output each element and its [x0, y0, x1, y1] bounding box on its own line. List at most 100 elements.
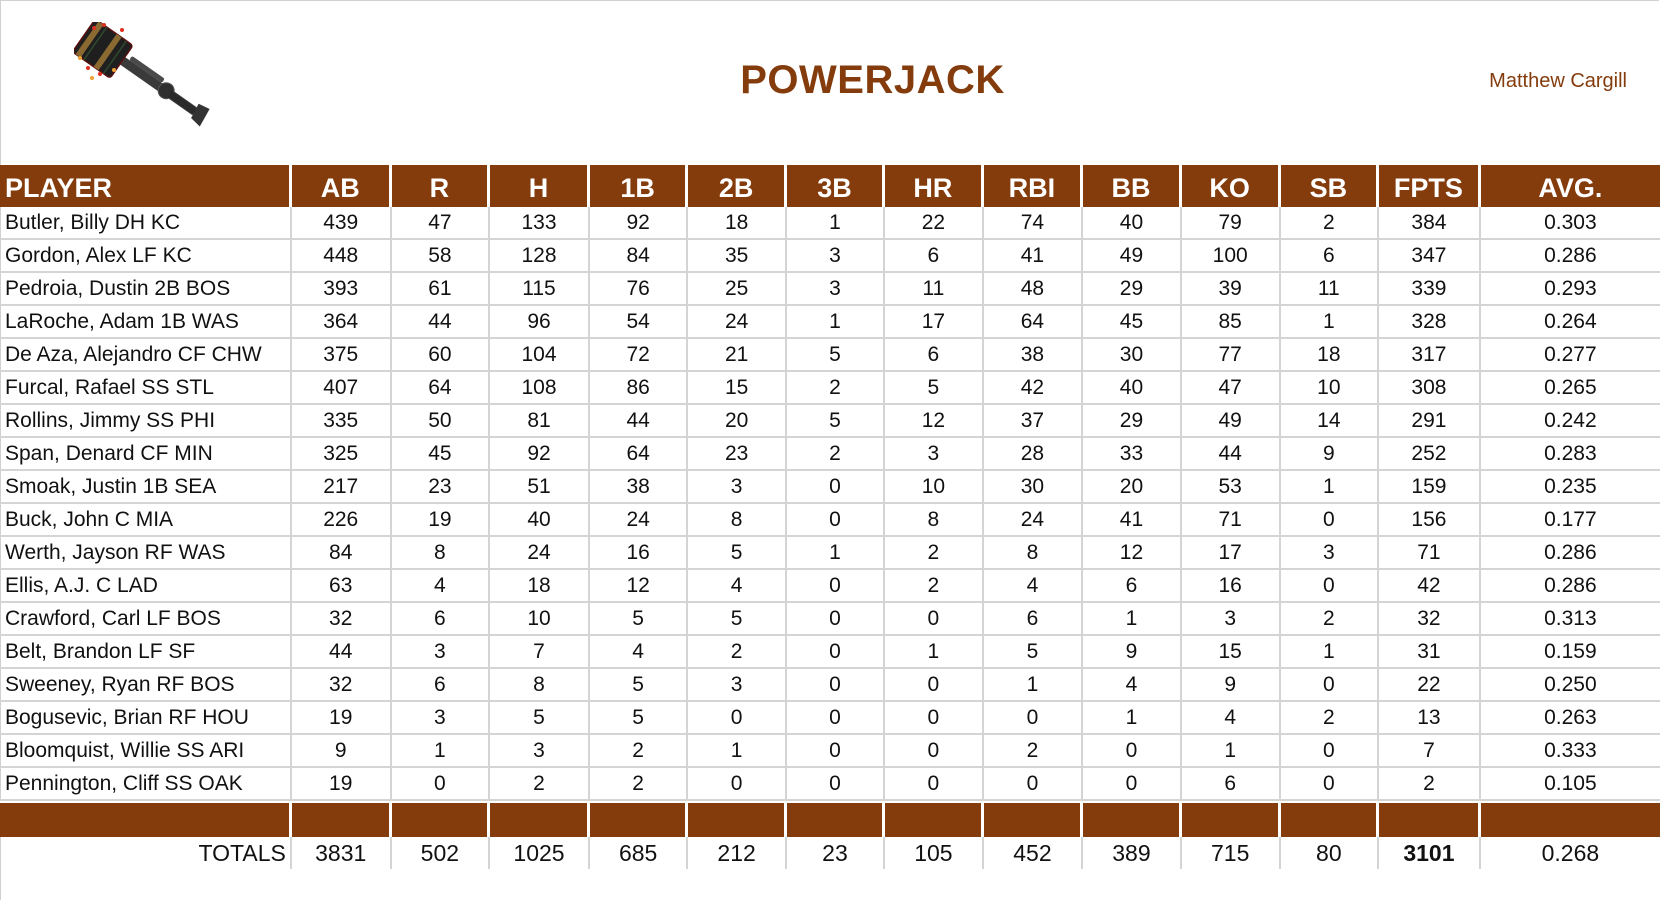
stat-cell-r: 8	[391, 537, 491, 570]
total-cell-ab: 3831	[292, 837, 392, 869]
stat-cell-3b: 0	[786, 504, 886, 537]
stat-cell-rbi: 64	[983, 306, 1084, 339]
stat-cell-bb: 9	[1083, 636, 1182, 669]
stat-cell-ko: 17	[1181, 537, 1281, 570]
player-name-cell: Smoak, Justin 1B SEA	[0, 471, 292, 504]
stat-cell-3b: 5	[786, 405, 886, 438]
column-header-2b: 2B	[688, 165, 787, 207]
stat-cell-ko: 1	[1181, 735, 1281, 768]
stat-cell-h: 133	[490, 207, 590, 240]
stat-cell-bb: 33	[1083, 438, 1182, 471]
column-header-ab: AB	[291, 165, 392, 207]
stat-cell-bb: 4	[1083, 669, 1182, 702]
stat-cell-ab: 44	[291, 636, 392, 669]
total-cell-avg: 0.268	[1541, 840, 1600, 866]
stat-cell-fpts: 308	[1379, 372, 1481, 405]
stat-cell-hr: 10	[885, 471, 984, 504]
total-cell-1b: 685	[590, 837, 689, 869]
stat-cell-r: 58	[391, 240, 491, 273]
stat-cell-h: 2	[490, 768, 590, 801]
total-cell-2b: 212	[688, 837, 787, 869]
table-row: Belt, Brandon LF SF 44 3 7 4 2 0 1 5 9 15 1 31 0.159	[0, 636, 1660, 669]
table-row: Sweeney, Ryan RF BOS 32 6 8 5 3 0 0 1 4 9 0 22 0.250	[0, 669, 1660, 702]
stat-cell-hr: 8	[885, 504, 984, 537]
stat-cell-avg: 0.265	[1480, 372, 1660, 405]
stat-cell-sb: 18	[1280, 339, 1380, 372]
stat-cell-r: 6	[391, 603, 491, 636]
stat-cell-hr: 6	[885, 339, 984, 372]
stat-cell-avg: 0.286	[1480, 240, 1660, 273]
stat-cell-bb: 49	[1083, 240, 1182, 273]
stat-cell-fpts: 339	[1379, 273, 1481, 306]
stat-cell-fpts: 159	[1379, 471, 1481, 504]
stat-cell-avg: 0.277	[1480, 339, 1660, 372]
stat-cell-fpts: 71	[1379, 537, 1481, 570]
stat-cell-sb: 14	[1280, 405, 1380, 438]
stat-cell-hr: 0	[885, 768, 984, 801]
stat-cell-hr: 1	[885, 636, 984, 669]
column-header-ko: KO	[1181, 165, 1281, 207]
stat-cell-rbi: 42	[983, 372, 1084, 405]
stat-cell-sb: 0	[1280, 570, 1380, 603]
stat-cell-hr: 22	[885, 207, 984, 240]
owner-name: Matthew Cargill	[1489, 70, 1627, 92]
stat-cell-ko: 6	[1181, 768, 1281, 801]
player-name-cell: Bloomquist, Willie SS ARI	[0, 735, 292, 768]
stat-cell-h: 40	[490, 504, 590, 537]
stat-cell-3b: 0	[786, 735, 886, 768]
stat-cell-1b: 64	[589, 438, 689, 471]
stat-cell-ko: 16	[1181, 570, 1281, 603]
stat-cell-3b: 3	[786, 273, 886, 306]
stat-cell-1b: 5	[589, 603, 689, 636]
table-row: Bogusevic, Brian RF HOU 19 3 5 5 0 0 0 0 1 4 2 13 0.2…	[0, 702, 1660, 735]
stat-cell-1b: 72	[589, 339, 689, 372]
table-row: Werth, Jayson RF WAS 84 8 24 16 5 1 2 8 12 17 3 71 0.…	[0, 537, 1660, 570]
divider-cell	[1181, 801, 1281, 837]
stat-cell-r: 23	[391, 471, 491, 504]
stat-cell-ab: 439	[291, 207, 392, 240]
stat-cell-r: 47	[391, 207, 491, 240]
stat-cell-2b: 25	[688, 273, 787, 306]
table-row: Pennington, Cliff SS OAK 19 0 2 2 0 0 0 0 0 6 0 2 0.1…	[0, 768, 1660, 801]
player-name-cell: Belt, Brandon LF SF	[0, 636, 292, 669]
stat-cell-fpts: 317	[1379, 339, 1481, 372]
stat-cell-fpts: 2	[1379, 768, 1481, 801]
total-cell-h: 1025	[490, 837, 590, 869]
column-header-avg: AVG.	[1480, 165, 1660, 207]
stat-cell-3b: 3	[786, 240, 886, 273]
stat-cell-rbi: 24	[983, 504, 1084, 537]
stat-cell-2b: 0	[688, 702, 787, 735]
stat-cell-ab: 364	[291, 306, 392, 339]
stat-cell-h: 5	[490, 702, 590, 735]
column-header-fpts: FPTS	[1379, 165, 1481, 207]
stat-cell-3b: 1	[786, 207, 886, 240]
stat-cell-r: 4	[391, 570, 491, 603]
stat-cell-r: 61	[391, 273, 491, 306]
stat-cell-1b: 44	[589, 405, 689, 438]
stat-cell-avg: 0.242	[1480, 405, 1660, 438]
stat-cell-rbi: 6	[983, 603, 1084, 636]
stat-cell-sb: 6	[1280, 240, 1380, 273]
stat-cell-hr: 0	[885, 702, 984, 735]
table-row: Span, Denard CF MIN 325 45 92 64 23 2 3 28 33 44 9 2…	[0, 438, 1660, 471]
stat-cell-2b: 5	[688, 603, 787, 636]
stat-cell-2b: 2	[688, 636, 787, 669]
stat-cell-r: 45	[391, 438, 491, 471]
stat-cell-rbi: 0	[983, 768, 1084, 801]
divider-cell	[983, 801, 1084, 837]
divider-cell	[490, 801, 590, 837]
stat-cell-avg: 0.303	[1480, 207, 1660, 240]
stats-table: PLAYER AB R H 1B 2B 3B HR RBI BB KO SB FPTS AVG. Butl…	[0, 165, 1660, 869]
stat-cell-ab: 84	[291, 537, 392, 570]
stat-cell-r: 0	[391, 768, 491, 801]
stat-cell-2b: 5	[688, 537, 787, 570]
stat-cell-r: 44	[391, 306, 491, 339]
stat-cell-rbi: 0	[983, 702, 1084, 735]
stat-cell-2b: 3	[688, 471, 787, 504]
stat-cell-h: 108	[490, 372, 590, 405]
stat-cell-ko: 3	[1181, 603, 1281, 636]
table-row: Pedroia, Dustin 2B BOS 393 61 115 76 25 3 11 48 2…	[0, 273, 1660, 306]
divider-cell	[1379, 801, 1481, 837]
table-row: Furcal, Rafael SS STL 407 64 108 86 15 2 5 42 40 4…	[0, 372, 1660, 405]
stat-cell-ko: 4	[1181, 702, 1281, 735]
